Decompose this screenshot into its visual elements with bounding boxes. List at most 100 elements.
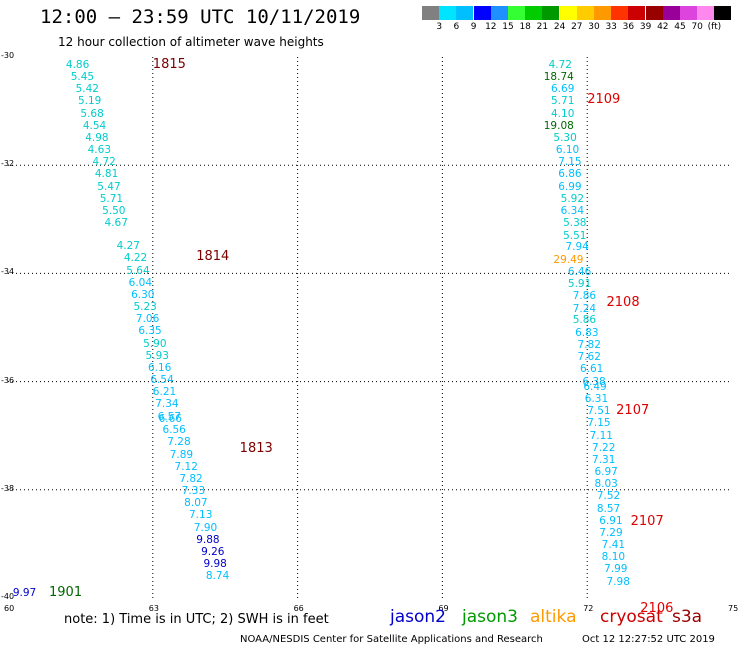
legend-swatch xyxy=(490,6,508,20)
timestamp: Oct 12 12:27:52 UTC 2019 xyxy=(582,634,715,645)
wave-height-value: 6.38 xyxy=(582,375,606,388)
wave-height-value: 7.33 xyxy=(181,484,206,497)
legend-swatch xyxy=(714,6,732,20)
wave-height-value: 7.06 xyxy=(135,313,160,326)
y-tick-label: -34 xyxy=(1,267,15,277)
y-tick-label: -38 xyxy=(1,483,15,493)
wave-height-value: 9.97 xyxy=(12,586,37,599)
wave-height-value: 5.47 xyxy=(97,180,121,193)
wave-height-value: 7.11 xyxy=(589,429,613,442)
wave-height-value: 5.23 xyxy=(133,300,157,313)
wave-height-value: 7.52 xyxy=(596,490,621,503)
wave-height-value: 7.28 xyxy=(167,436,191,449)
legend-swatch xyxy=(525,6,543,20)
satellite-name: jason2 xyxy=(390,607,446,627)
track-time-label: 2106 xyxy=(640,600,674,616)
wave-height-value: 7.34 xyxy=(155,398,179,411)
wave-height-value: 7.89 xyxy=(169,448,194,461)
wave-height-value: 8.07 xyxy=(184,497,208,510)
track-time-label: 1815 xyxy=(152,57,186,73)
wave-height-value: 6.56 xyxy=(162,424,186,437)
legend-label: (ft) xyxy=(707,22,722,32)
wave-height-value: 5.71 xyxy=(99,192,124,205)
legend-swatch xyxy=(594,6,611,20)
legend-label: 21 xyxy=(536,22,549,32)
legend-label: 24 xyxy=(553,22,566,32)
y-tick-label: -30 xyxy=(1,51,15,60)
wave-height-value: 6.54 xyxy=(150,373,174,386)
wave-height-value: 7.94 xyxy=(565,241,589,254)
legend-label: 39 xyxy=(639,22,652,32)
wave-height-value: 7.82 xyxy=(179,472,203,485)
wave-height-value: 4.63 xyxy=(87,144,112,157)
wave-height-value: 4.10 xyxy=(551,107,575,120)
track-time-label: 2107 xyxy=(616,403,650,419)
wave-height-value: 7.15 xyxy=(558,156,582,169)
satellite-name: altika xyxy=(530,607,577,627)
legend-label: 12 xyxy=(485,22,497,32)
wave-height-value: 4.27 xyxy=(116,240,140,253)
legend-swatch xyxy=(473,6,491,20)
wave-height-value: 4.72 xyxy=(92,156,116,169)
wave-height-value: 7.29 xyxy=(599,527,623,540)
wave-height-value: 8.10 xyxy=(601,551,626,564)
wave-height-value: 5.51 xyxy=(563,229,587,242)
wave-height-value: 6.16 xyxy=(147,362,172,375)
wave-height-value: 4.98 xyxy=(85,132,109,145)
footer-note: note: 1) Time is in UTC; 2) SWH is in fe… xyxy=(64,612,329,627)
wave-height-value: 9.88 xyxy=(196,533,220,546)
wave-height-value: 6.30 xyxy=(131,289,155,302)
wave-height-value: 8.03 xyxy=(594,478,618,491)
wave-height-value: 4.22 xyxy=(123,252,148,265)
track-time-label: 2107 xyxy=(630,514,664,530)
y-tick-label: -32 xyxy=(1,159,15,169)
track-time-label: 2109 xyxy=(587,92,621,108)
wave-height-value: 6.69 xyxy=(551,83,575,96)
wave-height-value: 7.31 xyxy=(592,454,616,467)
satellite-name: jason3 xyxy=(462,607,518,627)
wave-height-value: 7.24 xyxy=(572,302,597,315)
page-subtitle: 12 hour collection of altimeter wave hei… xyxy=(58,35,324,49)
legend-swatch xyxy=(559,6,577,20)
wave-height-value: 6.34 xyxy=(560,205,585,218)
wave-height-value: 4.72 xyxy=(548,59,572,72)
track-time-label: 1813 xyxy=(239,441,273,457)
legend-label: 45 xyxy=(674,22,686,32)
wave-height-value: 6.83 xyxy=(575,326,599,339)
legend-label: 27 xyxy=(571,22,583,32)
satellite-name: cryosat xyxy=(600,607,663,627)
legend-label: 42 xyxy=(657,22,669,32)
wave-height-value: 7.12 xyxy=(174,460,198,473)
x-tick-label: 63 xyxy=(148,604,159,613)
legend-swatch xyxy=(508,6,525,20)
wave-height-value: 6.97 xyxy=(594,465,618,478)
legend-label: 36 xyxy=(622,22,635,32)
legend-swatch xyxy=(645,6,663,20)
wave-height-value: 6.46 xyxy=(567,265,592,278)
x-tick-label: 75 xyxy=(728,604,739,613)
wave-height-value: 4.54 xyxy=(82,119,107,132)
wave-height-value: 7.51 xyxy=(587,405,611,418)
legend-swatch xyxy=(680,6,697,20)
wave-height-value: 6.49 xyxy=(583,381,607,393)
wave-height-value: 8.57 xyxy=(596,502,621,515)
legend-swatch xyxy=(611,6,629,20)
track-time-label: 2108 xyxy=(606,295,640,311)
legend-swatch xyxy=(542,6,560,20)
wave-height-value: 5.50 xyxy=(102,205,126,218)
x-tick-label: 69 xyxy=(438,604,449,613)
legend-swatch xyxy=(576,6,594,20)
wave-height-value: 6.99 xyxy=(558,180,582,193)
track-time-label: 1901 xyxy=(49,584,83,600)
wave-height-value: 7.15 xyxy=(587,417,611,430)
x-tick-label: 72 xyxy=(583,604,594,613)
y-tick-label: -40 xyxy=(1,592,15,601)
wave-height-value: 5.19 xyxy=(77,95,102,108)
legend-swatch xyxy=(439,6,457,20)
legend-swatch xyxy=(628,6,646,20)
wave-height-value: 9.98 xyxy=(203,557,227,570)
wave-height-value: 6.04 xyxy=(128,276,153,289)
wave-height-value: 5.92 xyxy=(560,192,585,205)
wave-height-value: 5.68 xyxy=(80,107,104,120)
